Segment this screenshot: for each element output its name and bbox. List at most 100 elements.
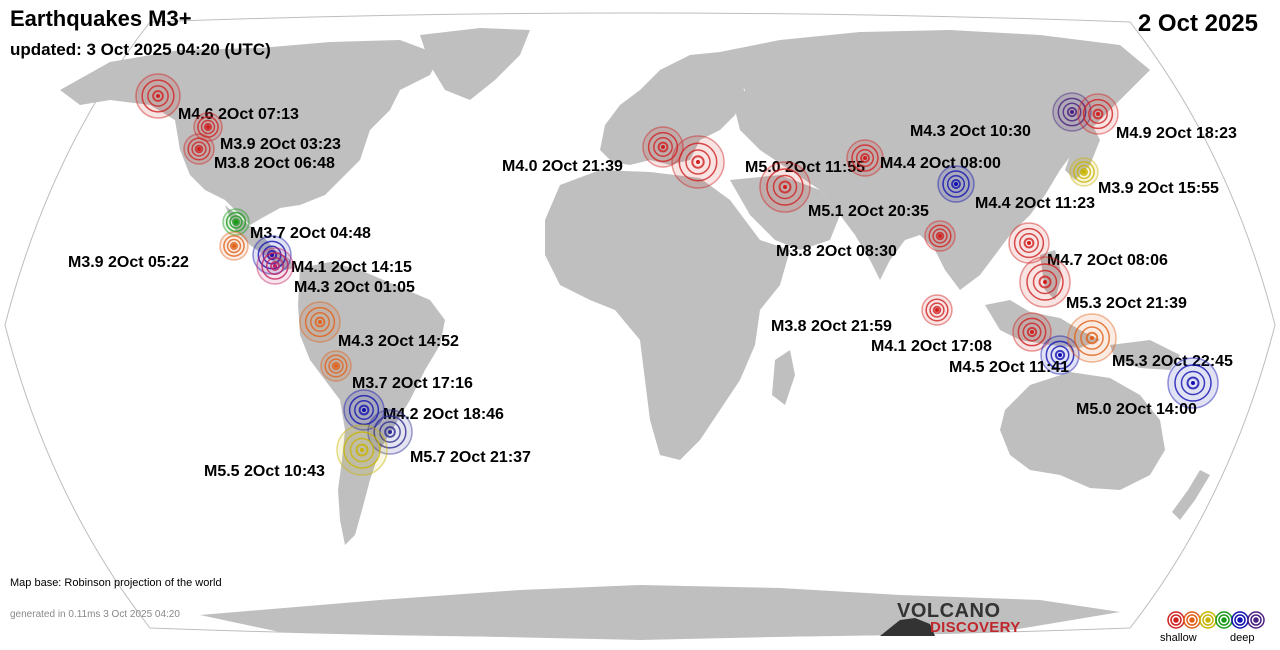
map-date: 2 Oct 2025 <box>1137 10 1258 37</box>
asia <box>720 30 1150 290</box>
generated-note: generated in 0.11ms 3 Oct 2025 04:20 <box>10 609 180 620</box>
earthquake-ring <box>354 400 374 420</box>
earthquake-marker[interactable] <box>135 73 181 119</box>
earthquake-ring <box>310 312 330 332</box>
earthquake-ring <box>946 174 966 194</box>
earthquake-marker[interactable] <box>642 126 684 168</box>
legend-depth-marker <box>1218 614 1230 626</box>
earthquake-marker[interactable] <box>320 350 352 382</box>
earthquake-epicenter <box>273 264 277 268</box>
legend-depth-marker <box>1189 617 1195 623</box>
earthquake-label: M4.5 2Oct 11:41 <box>949 359 1069 376</box>
earthquake-ring <box>1076 164 1092 180</box>
earthquake-ring <box>1073 319 1111 357</box>
earthquake-ring <box>851 144 879 172</box>
earthquake-ring <box>270 261 280 271</box>
earthquake-ring <box>935 231 945 241</box>
earthquake-marker[interactable] <box>1012 312 1052 352</box>
japan <box>1065 120 1100 180</box>
earthquake-marker[interactable] <box>1040 335 1080 375</box>
earthquake-ring <box>855 148 875 168</box>
earthquake-epicenter <box>156 94 160 98</box>
earthquake-marker[interactable] <box>183 133 215 165</box>
earthquake-epicenter <box>1058 353 1062 357</box>
earthquake-epicenter <box>1070 110 1074 114</box>
earthquake-ring <box>951 179 961 189</box>
earthquake-marker[interactable] <box>846 139 884 177</box>
earthquake-label: M3.7 2Oct 17:16 <box>352 375 473 392</box>
earthquake-epicenter <box>863 156 867 160</box>
earthquake-ring <box>343 431 381 469</box>
earthquake-ring <box>766 168 804 206</box>
earthquake-ring <box>1023 237 1035 249</box>
earthquake-epicenter <box>1030 330 1034 334</box>
legend-deep-label: deep <box>1230 632 1255 644</box>
earthquake-ring <box>647 131 679 163</box>
earthquake-marker[interactable] <box>921 294 953 326</box>
earthquake-ring <box>860 153 870 163</box>
earthquake-marker[interactable] <box>1067 313 1117 363</box>
earthquake-epicenter <box>362 408 366 412</box>
earthquake-ring <box>304 306 336 338</box>
earthquake-label: M3.7 2Oct 04:48 <box>250 225 371 242</box>
legend-depth-marker <box>1221 617 1227 623</box>
earthquake-marker[interactable] <box>1052 92 1092 132</box>
earthquake-ring <box>925 298 949 322</box>
earthquake-marker[interactable] <box>299 301 341 343</box>
earthquake-ring <box>1080 326 1104 350</box>
earthquake-ring <box>1032 269 1058 295</box>
africa <box>545 170 790 460</box>
legend-depth-marker <box>1247 611 1265 629</box>
earthquake-marker[interactable] <box>1008 222 1050 264</box>
earthquake-ring <box>203 122 213 132</box>
earthquake-label: M5.0 2Oct 14:00 <box>1076 401 1197 418</box>
earthquake-ring <box>349 437 375 463</box>
earthquake-ring <box>929 302 945 318</box>
earthquake-epicenter <box>938 234 942 238</box>
brand-volcano[interactable]: VOLCANO <box>897 600 1001 622</box>
earthquake-ring <box>152 90 164 102</box>
earthquake-ring <box>1062 102 1082 122</box>
earthquake-marker[interactable] <box>1167 357 1219 409</box>
earthquake-marker[interactable] <box>222 208 250 236</box>
earthquake-marker[interactable] <box>1069 157 1099 187</box>
earthquake-label: M4.3 2Oct 10:30 <box>910 123 1031 140</box>
earthquake-ring <box>1085 331 1099 345</box>
earthquake-ring <box>225 211 247 233</box>
earthquake-ring <box>324 354 348 378</box>
earthquake-marker[interactable] <box>343 389 385 431</box>
earthquake-label: M3.9 2Oct 05:22 <box>68 254 189 271</box>
earthquake-ring <box>265 256 285 276</box>
earthquake-ring <box>331 361 341 371</box>
earthquake-marker[interactable] <box>219 231 249 261</box>
earthquake-marker[interactable] <box>937 165 975 203</box>
legend-depth-marker <box>1202 614 1214 626</box>
earthquake-ring <box>1057 97 1087 127</box>
earthquake-ring <box>355 443 369 457</box>
brand-discovery[interactable]: DISCOVERY <box>930 619 1021 636</box>
earthquake-marker[interactable] <box>759 161 811 213</box>
earthquake-label: M4.1 2Oct 14:15 <box>291 259 412 276</box>
earthquake-ring <box>1180 370 1206 396</box>
madagascar <box>772 350 795 405</box>
earthquake-marker[interactable] <box>1019 256 1071 308</box>
earthquake-epicenter <box>206 125 210 129</box>
earthquake-label: M4.2 2Oct 18:46 <box>383 406 504 423</box>
antarctica <box>200 585 1120 640</box>
legend-depth-marker <box>1205 617 1211 623</box>
earthquake-marker[interactable] <box>924 220 956 252</box>
earthquake-marker[interactable] <box>193 112 223 142</box>
earthquake-label: M3.8 2Oct 21:59 <box>771 318 892 335</box>
earthquake-ring <box>187 137 211 161</box>
earthquake-epicenter <box>1096 112 1100 116</box>
earthquake-marker[interactable] <box>256 247 294 285</box>
earthquake-marker[interactable] <box>671 135 725 189</box>
earthquake-label: M4.1 2Oct 17:08 <box>871 338 992 355</box>
earthquake-marker[interactable] <box>1077 93 1119 135</box>
earthquake-ring <box>229 241 239 251</box>
earthquake-label: M3.8 2Oct 08:30 <box>776 243 897 260</box>
earthquake-marker[interactable] <box>336 424 388 476</box>
europe <box>600 52 745 165</box>
earthquake-ring <box>1174 364 1212 402</box>
